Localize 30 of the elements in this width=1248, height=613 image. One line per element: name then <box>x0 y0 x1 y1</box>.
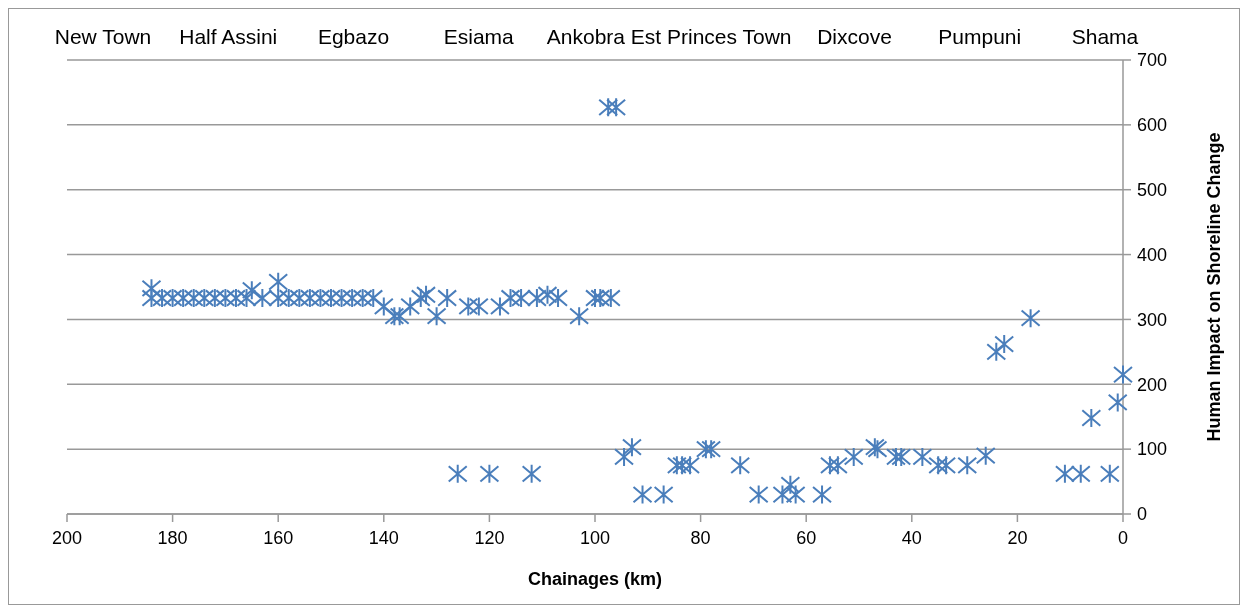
x-tick-label: 40 <box>901 528 922 548</box>
y-tick-label: 500 <box>1137 180 1168 201</box>
text: Esiama <box>443 25 515 48</box>
x-tick-label: 160 <box>263 528 294 548</box>
y-tick-label: 700 <box>1137 50 1168 71</box>
x-tick-label: 200 <box>51 528 83 548</box>
x-tick-label: 180 <box>157 528 188 548</box>
y-tick-label: 100 <box>1137 439 1168 460</box>
text: Dixcove <box>817 25 892 48</box>
text: Pumpuni <box>938 25 1022 48</box>
y-tick-label: 600 <box>1137 115 1168 136</box>
x-axis-title: Chainages (km) <box>527 569 663 589</box>
x-tick-label: 140 <box>368 528 399 548</box>
x-tick-label: 20 <box>1007 528 1028 548</box>
text: Shama <box>1071 25 1139 48</box>
x-tick-label: 100 <box>579 528 611 548</box>
y-tick-label: 400 <box>1137 244 1168 265</box>
x-tick-label: 120 <box>474 528 505 548</box>
y-axis-title: Human Impact on Shoreline Change <box>1204 132 1224 442</box>
y-tick-label: 300 <box>1137 309 1168 330</box>
text: Princes Town <box>666 25 792 48</box>
y-tick-label: 200 <box>1137 374 1168 395</box>
text: Half Assini <box>179 25 278 48</box>
text: Ankobra Est <box>546 25 662 48</box>
x-tick-label: 80 <box>690 528 711 548</box>
text: New Town <box>54 25 152 48</box>
x-tick-label: 0 <box>1117 528 1129 548</box>
x-tick-label: 60 <box>796 528 817 548</box>
text: Egbazo <box>317 25 390 48</box>
y-tick-label: 0 <box>1137 504 1148 525</box>
